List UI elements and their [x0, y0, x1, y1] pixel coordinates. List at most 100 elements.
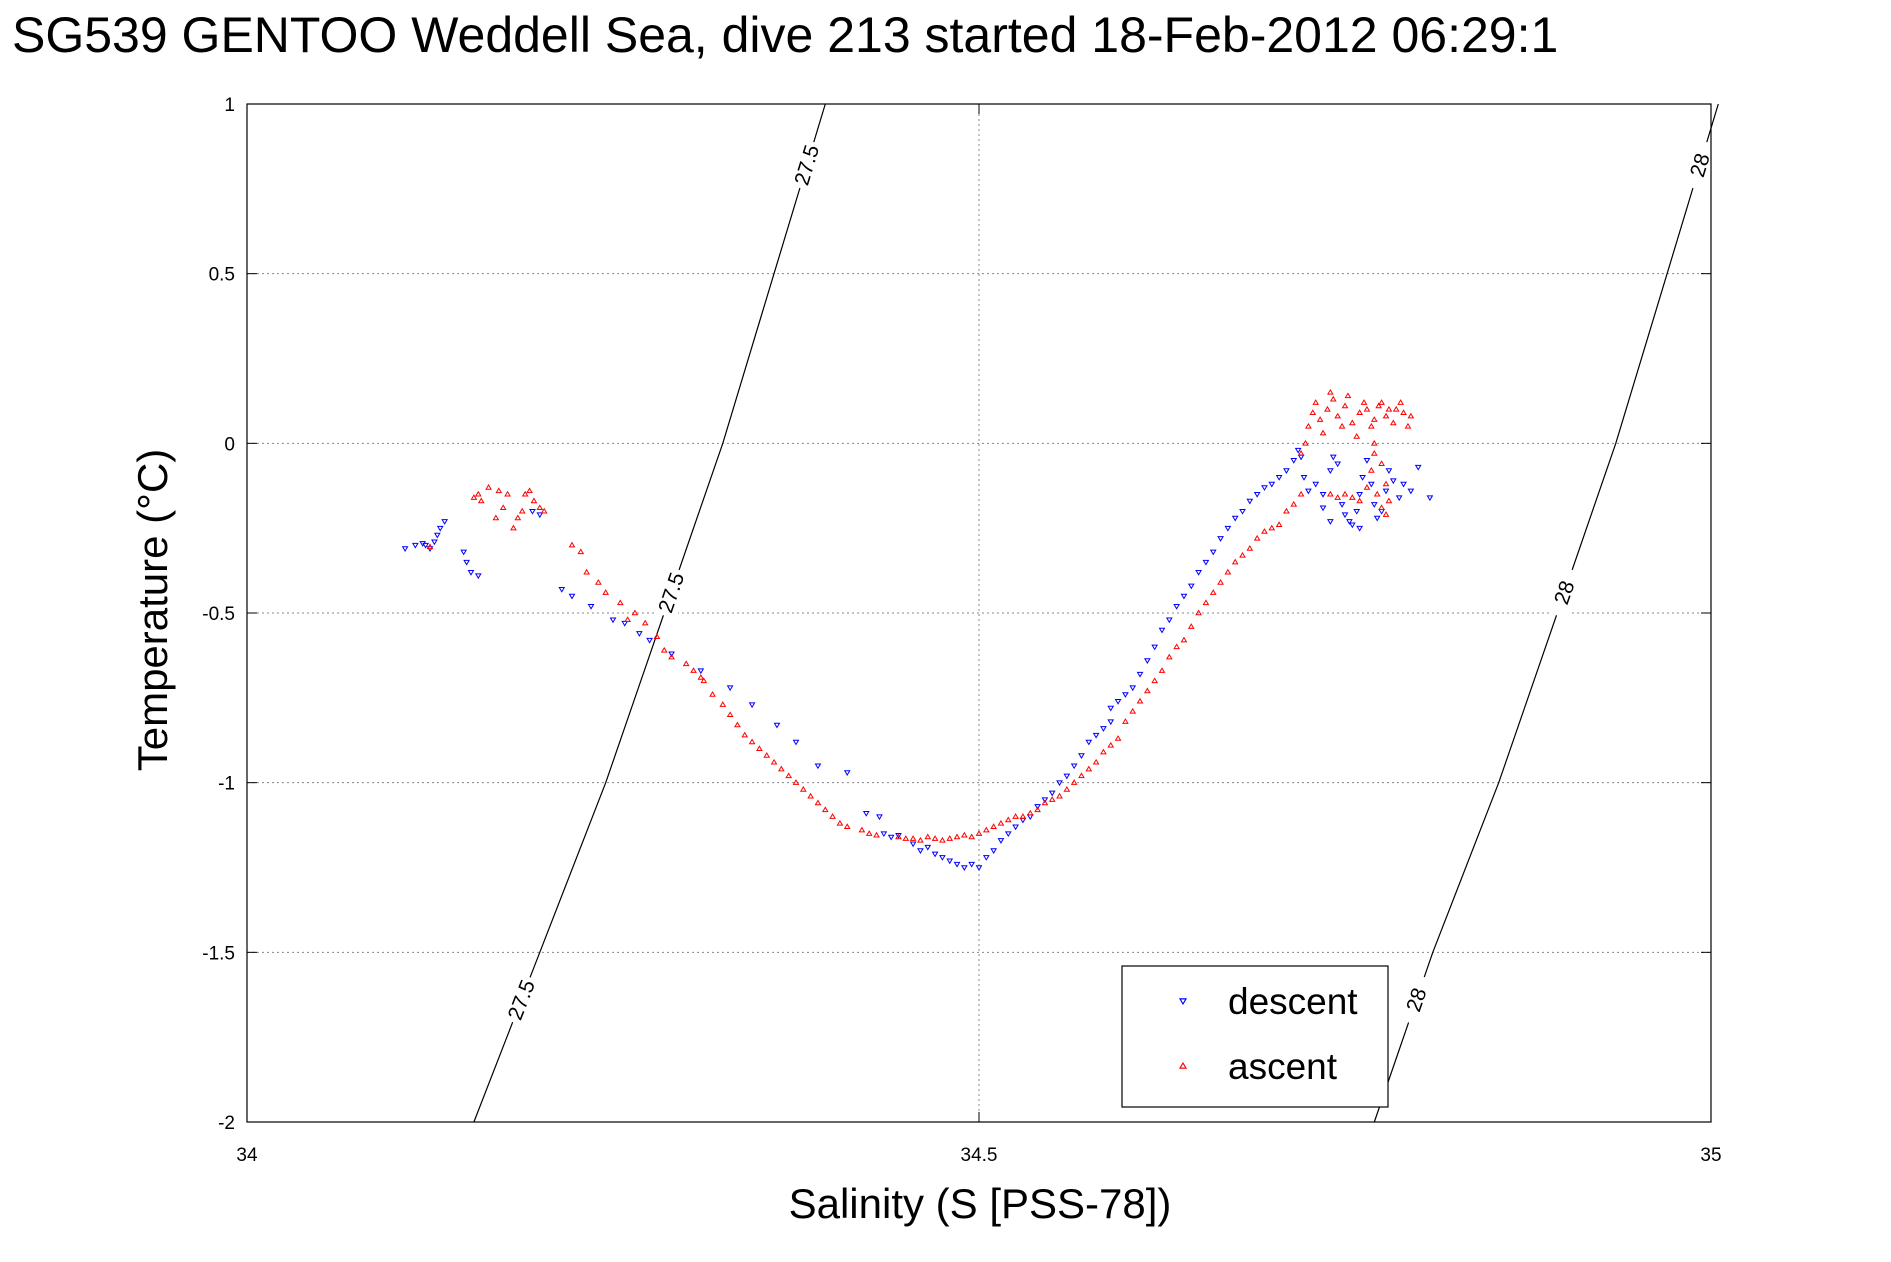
descent-point — [814, 763, 822, 770]
ascent-point — [540, 507, 548, 514]
descent-point — [1268, 481, 1276, 488]
ascent-point — [1370, 416, 1378, 422]
descent-point — [1129, 685, 1137, 692]
descent-point — [1297, 454, 1305, 461]
ascent-point — [1100, 748, 1107, 755]
ascent-point — [741, 731, 749, 738]
descent-point — [609, 617, 617, 624]
ascent-point — [1389, 419, 1397, 426]
ascent-point — [709, 690, 716, 697]
descent-point — [1348, 522, 1356, 529]
descent-point — [422, 542, 429, 549]
ascent-point — [1385, 497, 1393, 504]
descent-point — [1026, 814, 1034, 821]
ascent-point — [1290, 500, 1298, 507]
descent-point — [1048, 790, 1056, 797]
ascent-point — [1268, 524, 1276, 531]
descent-point — [1165, 617, 1173, 624]
ascent-point — [1302, 439, 1309, 446]
ascent-point — [763, 752, 771, 758]
descent-point — [1209, 549, 1217, 556]
legend: descent ascent — [1121, 965, 1389, 1108]
descent-point — [474, 573, 482, 580]
isopycnal-28-line — [1373, 103, 1719, 1123]
ascent-point — [770, 758, 778, 765]
ascent-point — [1370, 439, 1378, 446]
descent-point — [1151, 644, 1159, 651]
ascent-point — [1195, 609, 1202, 616]
descent-point — [536, 512, 544, 519]
descent-point — [1085, 739, 1093, 746]
descent-point — [1143, 658, 1151, 664]
y-tick-label: 0.5 — [209, 265, 235, 286]
grid-lines — [247, 104, 1711, 1122]
ascent-point — [1092, 758, 1100, 765]
descent-point — [1378, 508, 1385, 515]
ascent-point — [1275, 521, 1283, 528]
descent-point — [1253, 491, 1261, 498]
ascent-point — [624, 616, 632, 623]
ascent-point — [1136, 697, 1144, 704]
descent-point — [1019, 817, 1027, 824]
descent-point — [467, 570, 475, 576]
descent-point — [1385, 468, 1393, 474]
contour-label-bg — [651, 565, 692, 620]
ascent-point — [1360, 399, 1368, 405]
descent-point — [1180, 593, 1188, 600]
legend-box — [1121, 965, 1389, 1108]
descent-point — [1359, 475, 1366, 481]
ascent-point — [1329, 395, 1337, 402]
descent-point — [931, 851, 939, 858]
ascent-point — [1378, 399, 1385, 405]
descent-point — [1305, 488, 1312, 495]
descent-point — [939, 855, 946, 861]
descent-point — [1092, 732, 1100, 739]
descent-point — [431, 539, 438, 546]
ascent-point — [1202, 599, 1210, 606]
ascent-point — [726, 711, 734, 718]
ascent-point — [530, 497, 538, 504]
ascent-point — [1378, 460, 1385, 466]
descent-point — [1187, 583, 1195, 590]
descent-point — [1341, 512, 1349, 519]
ascent-point — [1305, 422, 1312, 429]
descent-point — [558, 586, 566, 593]
ascent-point — [1400, 409, 1407, 416]
ascent-point — [1063, 785, 1071, 792]
contour-label-bg — [500, 972, 543, 1027]
descent-point — [748, 702, 756, 709]
ascent-point — [1367, 422, 1375, 429]
descent-point — [1326, 519, 1334, 525]
ascent-point — [1034, 806, 1041, 813]
ascent-point — [785, 772, 793, 779]
ascent-point — [960, 831, 968, 838]
descent-point — [1034, 804, 1041, 810]
descent-point — [1373, 515, 1381, 522]
ascent-point — [1114, 735, 1122, 741]
ascent-point — [1356, 409, 1364, 416]
ascent-point — [1316, 416, 1324, 422]
descent-point — [1217, 536, 1224, 542]
descent-point — [946, 858, 954, 865]
ascent-point — [1367, 466, 1375, 473]
contour-label-bg — [1396, 972, 1437, 1027]
descent-point — [1070, 763, 1078, 770]
descent-point — [880, 831, 888, 838]
ascent-point — [1078, 772, 1085, 779]
legend-ascent-marker — [1178, 1061, 1188, 1069]
ascent-point — [748, 738, 756, 745]
ascent-point — [514, 514, 522, 521]
ascent-point — [616, 599, 624, 606]
ascent-point — [1312, 399, 1320, 405]
y-tick-label: -1 — [218, 774, 235, 795]
ascent-point — [1334, 412, 1342, 419]
ascent-point — [1239, 551, 1246, 558]
ascent-point — [1070, 779, 1078, 785]
descent-point — [862, 810, 870, 817]
ascent-point — [1297, 490, 1305, 497]
descent-point — [1063, 773, 1071, 780]
ascent-point — [426, 543, 434, 550]
x-axis-label: Salinity (S [PSS-78]) — [789, 1180, 1172, 1227]
descent-point — [1158, 627, 1166, 634]
